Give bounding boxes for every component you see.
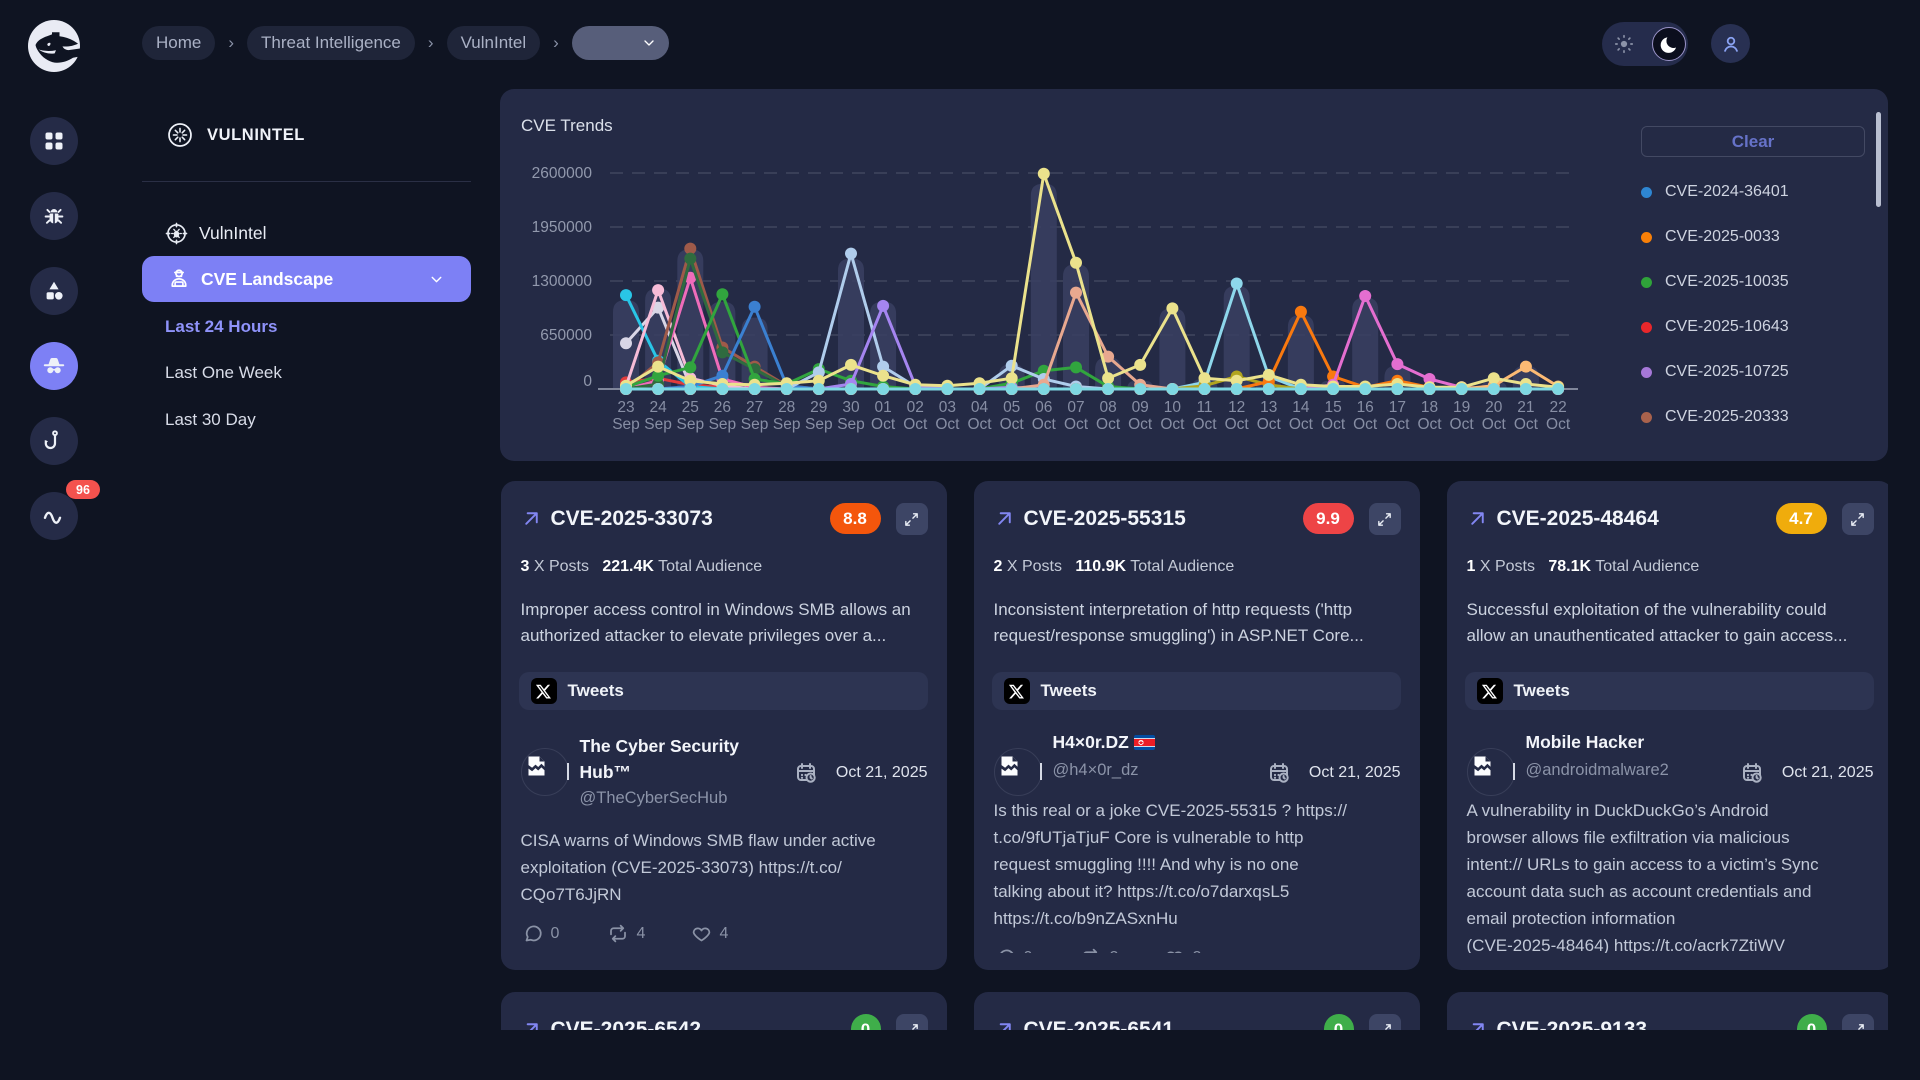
svg-text:Oct: Oct — [1032, 416, 1057, 433]
svg-text:Oct: Oct — [1514, 416, 1539, 433]
svg-text:Oct: Oct — [871, 416, 896, 433]
svg-text:25: 25 — [682, 399, 699, 416]
svg-text:Oct: Oct — [967, 416, 992, 433]
svg-text:11: 11 — [1196, 399, 1212, 416]
svg-text:12: 12 — [1228, 399, 1245, 416]
svg-text:Oct: Oct — [1257, 416, 1282, 433]
svg-text:15: 15 — [1324, 399, 1341, 416]
svg-text:Oct: Oct — [1289, 416, 1314, 433]
svg-text:Oct: Oct — [903, 416, 928, 433]
svg-text:17: 17 — [1389, 399, 1406, 416]
svg-text:14: 14 — [1292, 399, 1310, 416]
svg-text:Oct: Oct — [1160, 416, 1185, 433]
svg-text:Sep: Sep — [741, 416, 769, 433]
svg-text:19: 19 — [1453, 399, 1470, 416]
svg-text:Oct: Oct — [1192, 416, 1217, 433]
svg-text:04: 04 — [971, 399, 989, 416]
svg-text:650000: 650000 — [540, 327, 592, 344]
svg-text:06: 06 — [1035, 399, 1052, 416]
svg-text:Oct: Oct — [1321, 416, 1346, 433]
svg-text:30: 30 — [842, 399, 860, 416]
svg-text:29: 29 — [810, 399, 827, 416]
svg-text:Oct: Oct — [1096, 416, 1121, 433]
svg-text:20: 20 — [1485, 399, 1503, 416]
svg-text:Oct: Oct — [1064, 416, 1089, 433]
svg-text:Oct: Oct — [935, 416, 960, 433]
svg-text:07: 07 — [1067, 399, 1084, 416]
svg-text:Sep: Sep — [805, 416, 833, 433]
svg-text:Oct: Oct — [1450, 416, 1475, 433]
svg-text:Sep: Sep — [773, 416, 801, 433]
svg-text:Sep: Sep — [644, 416, 672, 433]
svg-text:02: 02 — [907, 399, 924, 416]
svg-text:22: 22 — [1549, 399, 1566, 416]
svg-text:10: 10 — [1164, 399, 1182, 416]
svg-text:23: 23 — [617, 399, 634, 416]
svg-text:28: 28 — [778, 399, 795, 416]
svg-text:Sep: Sep — [612, 416, 640, 433]
svg-text:18: 18 — [1421, 399, 1438, 416]
svg-text:Sep: Sep — [837, 416, 865, 433]
svg-text:26: 26 — [714, 399, 731, 416]
svg-text:Oct: Oct — [1417, 416, 1442, 433]
svg-text:27: 27 — [746, 399, 763, 416]
svg-text:2600000: 2600000 — [532, 165, 593, 182]
svg-text:01: 01 — [874, 399, 891, 416]
svg-text:1950000: 1950000 — [532, 219, 593, 236]
svg-text:Oct: Oct — [1128, 416, 1153, 433]
svg-text:Oct: Oct — [1546, 416, 1571, 433]
svg-text:Oct: Oct — [1000, 416, 1025, 433]
svg-text:Sep: Sep — [709, 416, 737, 433]
svg-text:16: 16 — [1357, 399, 1374, 416]
svg-text:13: 13 — [1260, 399, 1277, 416]
svg-text:21: 21 — [1517, 399, 1534, 416]
svg-text:0: 0 — [583, 373, 592, 390]
svg-text:1300000: 1300000 — [532, 273, 593, 290]
svg-text:03: 03 — [939, 399, 956, 416]
svg-text:24: 24 — [649, 399, 667, 416]
svg-text:Sep: Sep — [677, 416, 705, 433]
svg-text:Oct: Oct — [1225, 416, 1250, 433]
svg-text:Oct: Oct — [1385, 416, 1410, 433]
svg-text:09: 09 — [1132, 399, 1149, 416]
svg-text:Oct: Oct — [1353, 416, 1378, 433]
svg-text:Oct: Oct — [1482, 416, 1507, 433]
svg-text:08: 08 — [1099, 399, 1116, 416]
svg-text:05: 05 — [1003, 399, 1020, 416]
